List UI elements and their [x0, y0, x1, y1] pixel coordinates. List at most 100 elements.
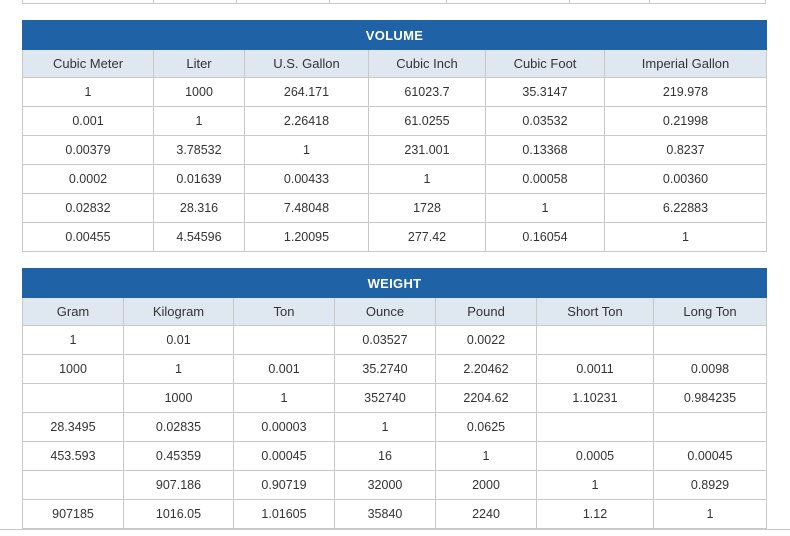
column-header: Imperial Gallon: [603, 49, 768, 78]
table-row: 1 1000 264.171 61023.7 35.3147 219.978: [22, 77, 768, 107]
table-cell: 1: [123, 354, 234, 384]
table-cell: 0.001: [233, 354, 335, 384]
table-cell: 1: [334, 412, 436, 442]
table-cell: 35.3147: [485, 77, 605, 107]
volume-table-title: VOLUME: [21, 20, 768, 50]
table-cell: [22, 470, 124, 500]
table-cell: 3.78532: [153, 135, 245, 165]
column-header: Long Ton: [653, 297, 767, 326]
table-cell: 0.16054: [485, 222, 605, 252]
table-cell: 907185: [22, 499, 124, 529]
table-cell: 35.2740: [334, 354, 436, 384]
table-cell: [536, 412, 654, 442]
table-cell: 0.21998: [603, 106, 768, 136]
table-cell: 1.10231: [536, 383, 654, 413]
table-cell: [536, 325, 654, 355]
table-cell: 0.0005: [536, 441, 654, 471]
table-cell: 0.03527: [334, 325, 436, 355]
table-row: 0.00379 3.78532 1 231.001 0.13368 0.8237: [22, 135, 768, 165]
table-cell: 0.00003: [233, 412, 335, 442]
table-cell: 2240: [435, 499, 537, 529]
table-cell: 453.593: [22, 441, 124, 471]
table-cell: 0.8237: [603, 135, 768, 165]
table-cell: 219.978: [603, 77, 768, 107]
table-cell: 0.90719: [233, 470, 335, 500]
page-divider: [0, 529, 790, 530]
table-cell: 1000: [123, 383, 234, 413]
table-cell: 231.001: [368, 135, 486, 165]
table-cell: 0.00058: [485, 164, 605, 194]
table-cell: 1000: [22, 354, 124, 384]
table-cell: 0.0625: [435, 412, 537, 442]
table-cell: 1: [368, 164, 486, 194]
table-cell: 28.3495: [22, 412, 124, 442]
volume-conversion-table: VOLUME Cubic Meter Liter U.S. Gallon Cub…: [21, 20, 768, 252]
table-cell: 1: [233, 383, 335, 413]
table-cell: 1: [536, 470, 654, 500]
table-cell: 1.01605: [233, 499, 335, 529]
table-cell: 1: [153, 106, 245, 136]
table-cell: 32000: [334, 470, 436, 500]
table-cell: 35840: [334, 499, 436, 529]
column-header: Cubic Inch: [368, 49, 486, 78]
table-cell: 1728: [368, 193, 486, 223]
column-header: Cubic Foot: [485, 49, 605, 78]
column-header: Gram: [22, 297, 124, 326]
table-cell: [653, 325, 767, 355]
table-cell: 4.54596: [153, 222, 245, 252]
table-cell: 0.00045: [233, 441, 335, 471]
table-cell: 277.42: [368, 222, 486, 252]
table-cell: 7.48048: [244, 193, 369, 223]
table-cell: 61.0255: [368, 106, 486, 136]
table-row: 0.001 1 2.26418 61.0255 0.03532 0.21998: [22, 106, 768, 136]
table-cell: 1: [244, 135, 369, 165]
table-cell: 1: [22, 77, 154, 107]
table-cell: 61023.7: [368, 77, 486, 107]
table-cell: 1: [485, 193, 605, 223]
table-cell: 0.01639: [153, 164, 245, 194]
volume-header-row: Cubic Meter Liter U.S. Gallon Cubic Inch…: [22, 49, 768, 78]
table-cell: 2204.62: [435, 383, 537, 413]
table-cell: 0.0022: [435, 325, 537, 355]
table-cell: 6.22883: [603, 193, 768, 223]
table-row: 907.186 0.90719 32000 2000 1 0.8929: [22, 470, 767, 500]
table-row: 1 0.01 0.03527 0.0022: [22, 325, 767, 355]
table-row: 907185 1016.05 1.01605 35840 2240 1.12 1: [22, 499, 767, 529]
table-row: 1000 1 352740 2204.62 1.10231 0.984235: [22, 383, 767, 413]
table-cell: 0.45359: [123, 441, 234, 471]
table-cell: 0.00360: [603, 164, 768, 194]
table-cell: 2.26418: [244, 106, 369, 136]
table-cell: 1016.05: [123, 499, 234, 529]
table-cell: 0.8929: [653, 470, 767, 500]
column-header: Pound: [435, 297, 537, 326]
table-cell: 0.0011: [536, 354, 654, 384]
table-cell: 1: [603, 222, 768, 252]
table-cell: [233, 325, 335, 355]
table-cell: 1: [435, 441, 537, 471]
table-cell: 0.00379: [22, 135, 154, 165]
column-header: Kilogram: [123, 297, 234, 326]
column-header: U.S. Gallon: [244, 49, 369, 78]
table-cell: 0.001: [22, 106, 154, 136]
table-cell: 0.13368: [485, 135, 605, 165]
table-cell: [653, 412, 767, 442]
table-row: 0.0002 0.01639 0.00433 1 0.00058 0.00360: [22, 164, 768, 194]
table-cell: 0.00455: [22, 222, 154, 252]
table-row: 0.00455 4.54596 1.20095 277.42 0.16054 1: [22, 222, 768, 252]
table-cell: 0.02835: [123, 412, 234, 442]
table-row: 28.3495 0.02835 0.00003 1 0.0625: [22, 412, 767, 442]
table-cell: 2000: [435, 470, 537, 500]
table-row: 453.593 0.45359 0.00045 16 1 0.0005 0.00…: [22, 441, 767, 471]
table-cell: 1: [22, 325, 124, 355]
table-cell: 1000: [153, 77, 245, 107]
table-cell: 0.01: [123, 325, 234, 355]
column-header: Liter: [153, 49, 245, 78]
table-cell: 0.02832: [22, 193, 154, 223]
table-row: 1000 1 0.001 35.2740 2.20462 0.0011 0.00…: [22, 354, 767, 384]
weight-table-title: WEIGHT: [22, 268, 767, 298]
column-header: Ton: [233, 297, 335, 326]
table-cell: 0.00433: [244, 164, 369, 194]
column-header: Short Ton: [536, 297, 654, 326]
table-cell: 16: [334, 441, 436, 471]
table-cell: 1.20095: [244, 222, 369, 252]
